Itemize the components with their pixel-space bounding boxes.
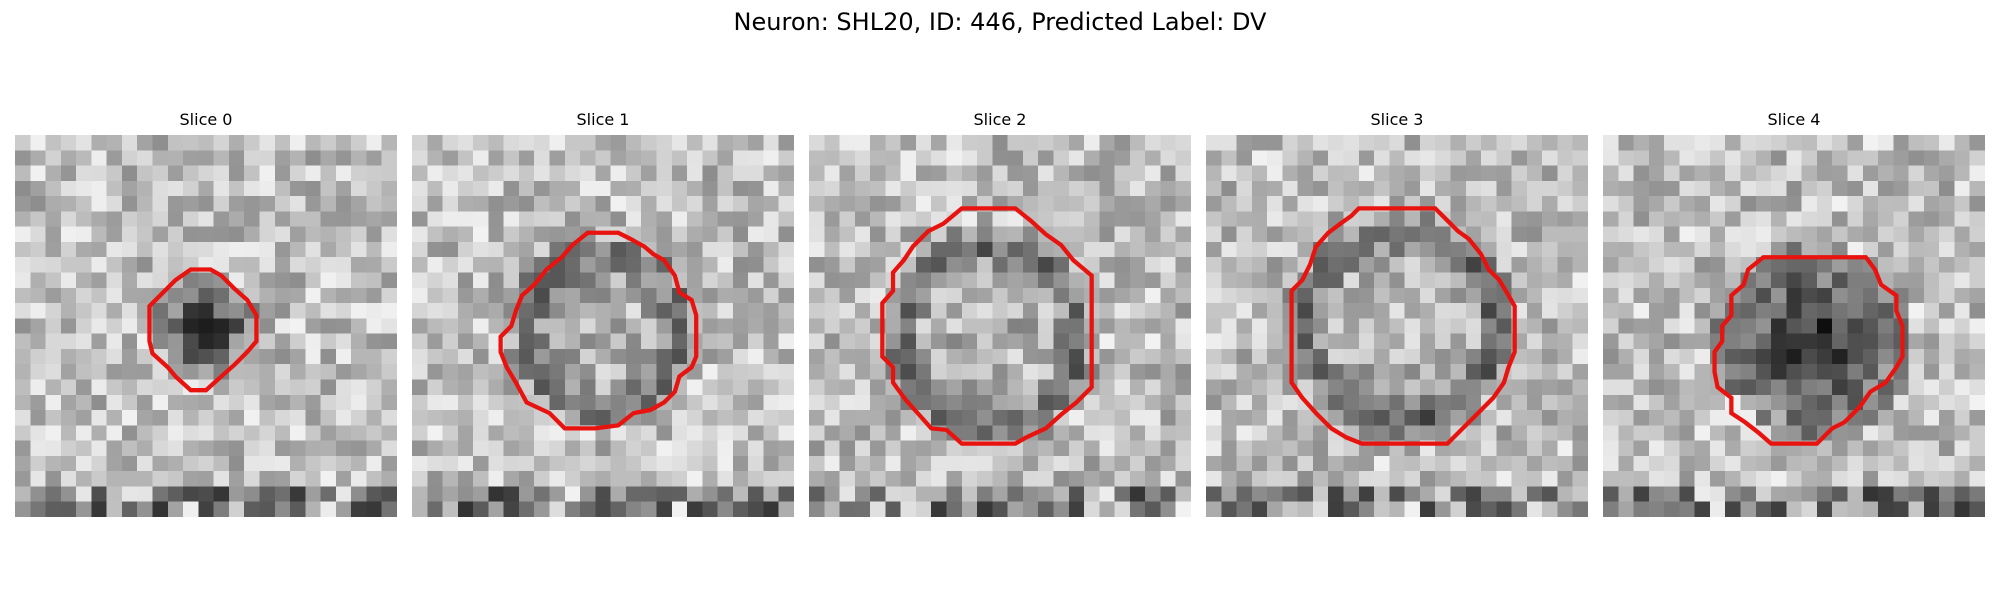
- slice-3-image: [1206, 135, 1588, 517]
- slice-2-image: [809, 135, 1191, 517]
- pixel-grid: [412, 135, 794, 517]
- pixel-grid: [15, 135, 397, 517]
- panel-title-slice-2: Slice 2: [973, 110, 1027, 129]
- pixel-grid: [809, 135, 1191, 517]
- roi-contour: [147, 267, 259, 393]
- panel-title-slice-3: Slice 3: [1370, 110, 1424, 129]
- panel-title-slice-4: Slice 4: [1767, 110, 1821, 129]
- pixel-grid: [1603, 135, 1985, 517]
- roi-contour: [880, 206, 1094, 446]
- slice-1-image: [412, 135, 794, 517]
- pixel-grid: [1206, 135, 1588, 517]
- roi-contour: [498, 230, 699, 431]
- panel-title-slice-0: Slice 0: [179, 110, 233, 129]
- roi-contour: [1289, 206, 1517, 446]
- roi-contour: [1712, 255, 1905, 446]
- slice-0-image: [15, 135, 397, 517]
- slice-4-image: [1603, 135, 1985, 517]
- figure-title: Neuron: SHL20, ID: 446, Predicted Label:…: [733, 8, 1267, 36]
- panel-title-slice-1: Slice 1: [576, 110, 630, 129]
